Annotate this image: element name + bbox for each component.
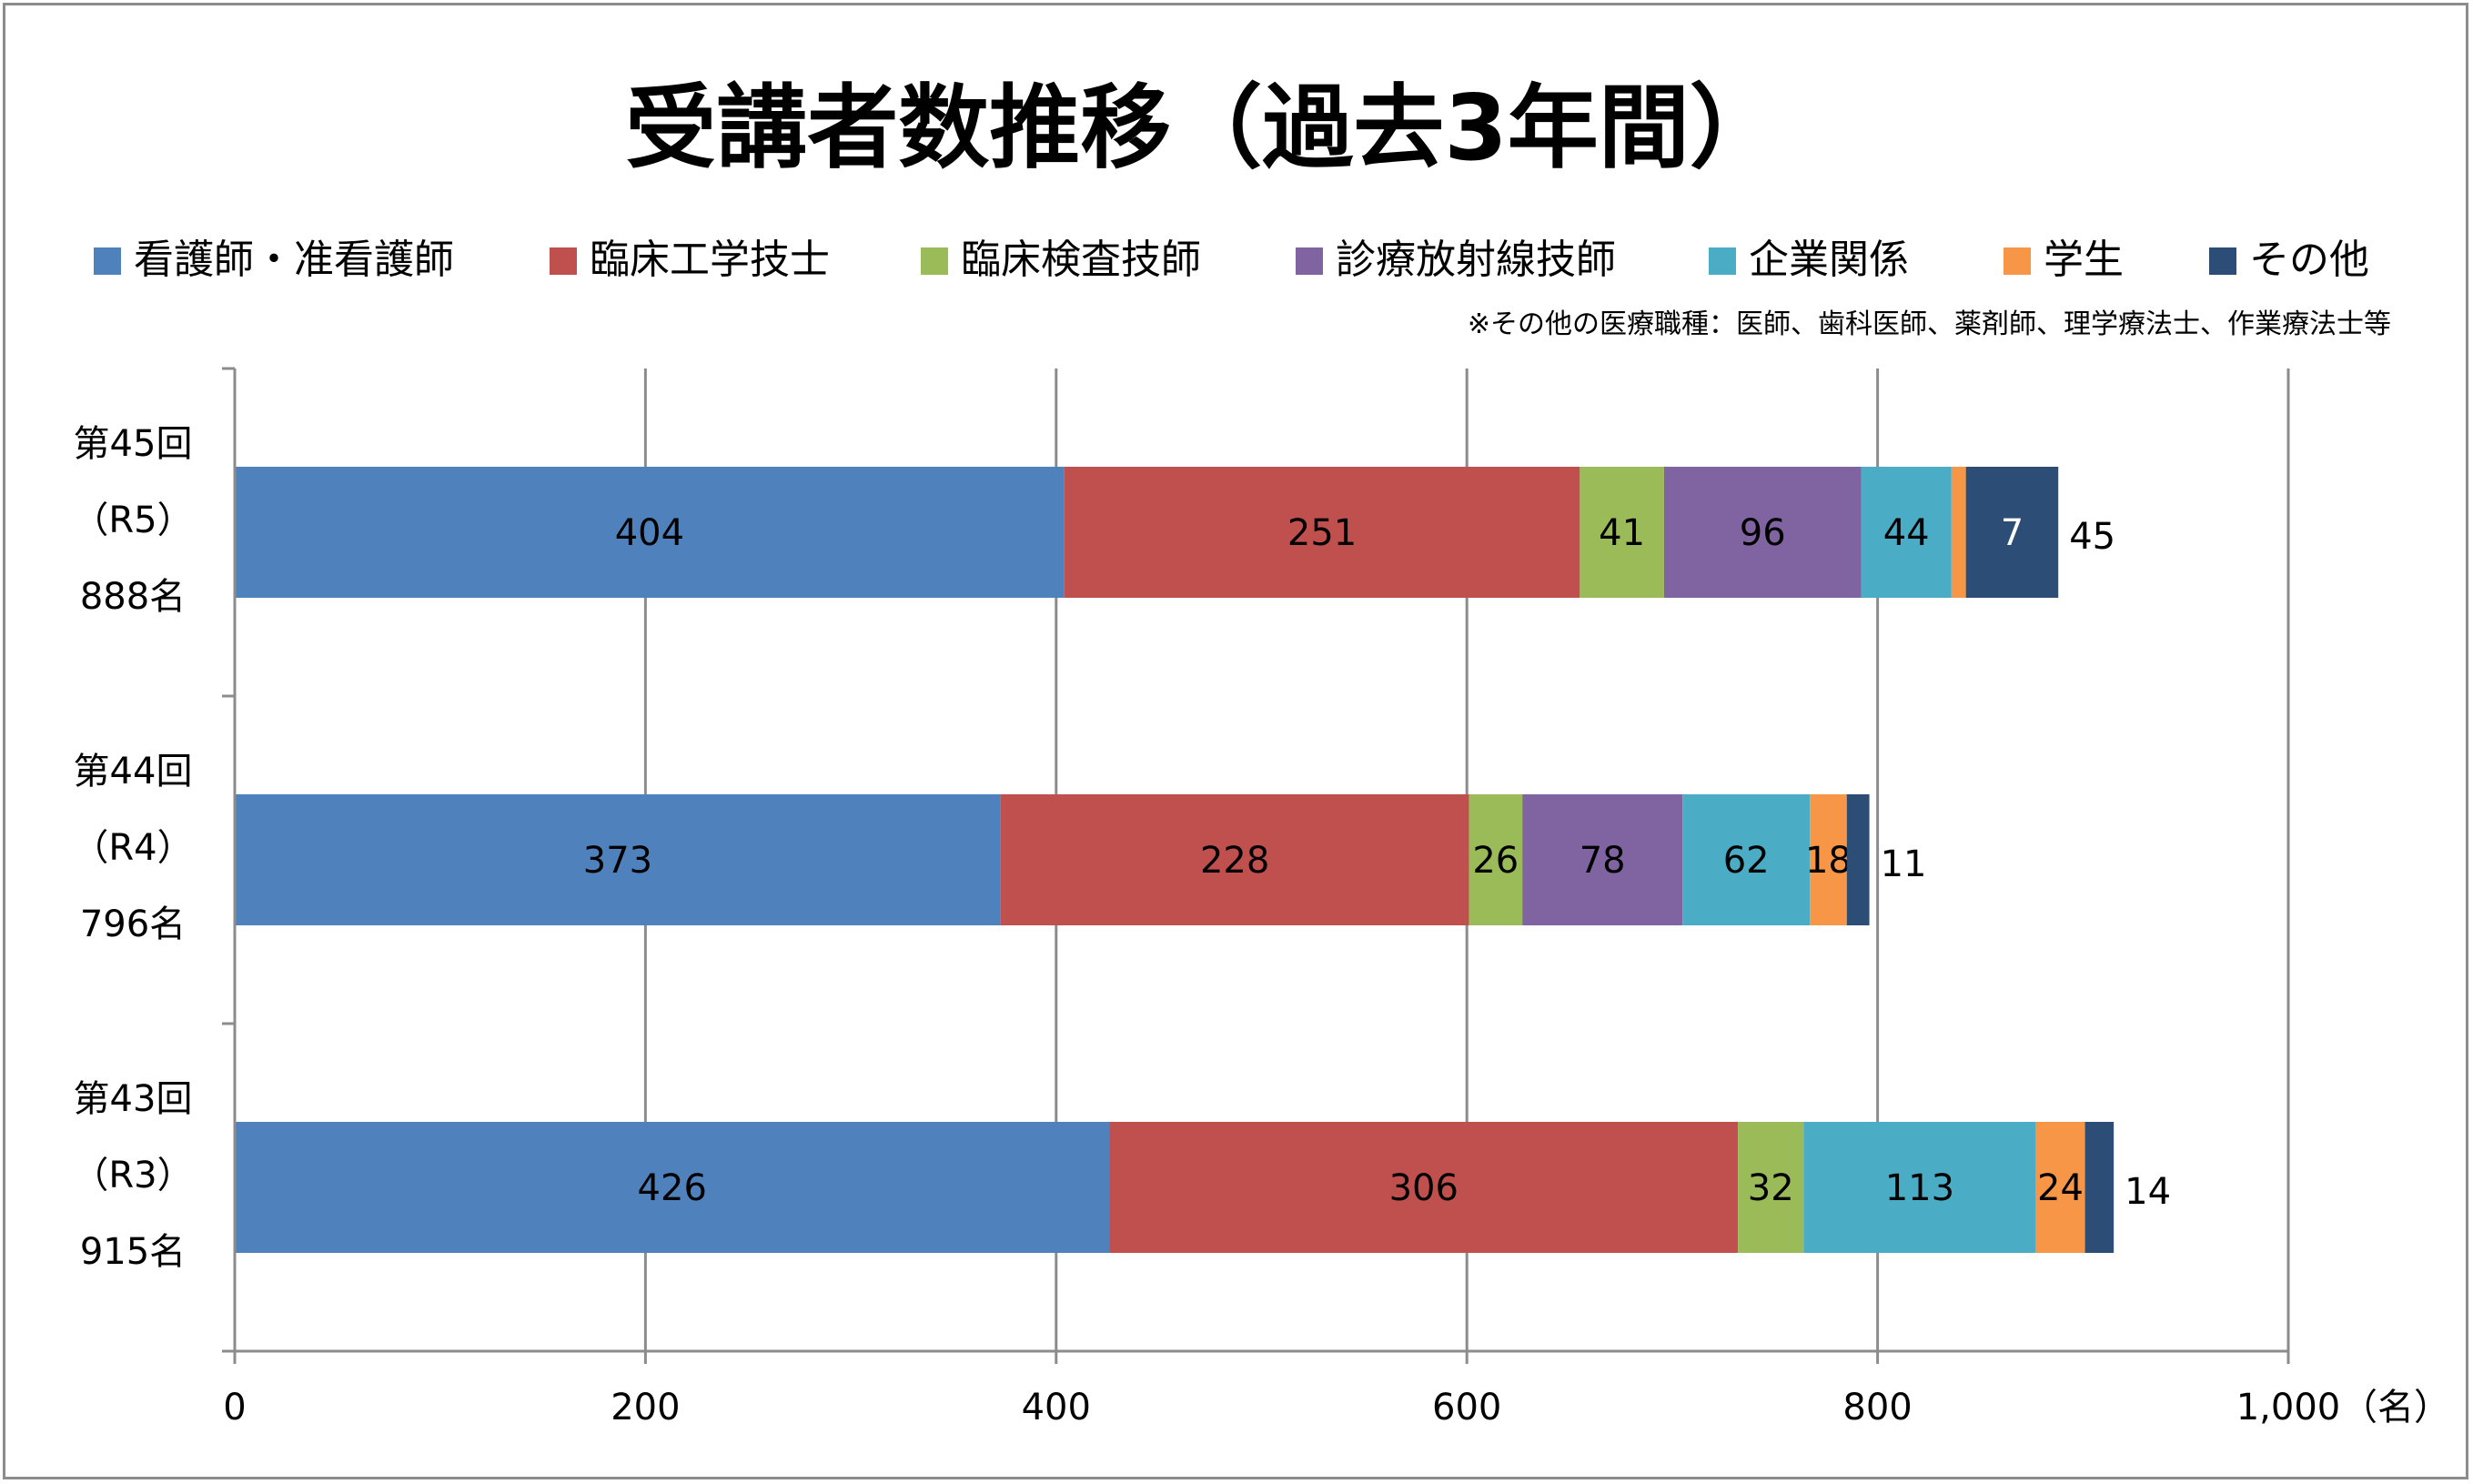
bar-segment	[1682, 794, 1811, 925]
data-label: 41	[1599, 512, 1645, 554]
bar-segment	[1109, 1122, 1739, 1253]
x-tick-label: 1,000	[2236, 1387, 2341, 1428]
axes	[222, 367, 2290, 1364]
data-label: 44	[1883, 512, 1930, 554]
data-label: 32	[1748, 1167, 1794, 1209]
category-label: 888名	[80, 576, 186, 618]
bar-segment	[235, 467, 1065, 598]
legend-swatch	[2004, 247, 2031, 275]
legend-label: 臨床検査技師	[961, 237, 1201, 283]
bar-segment	[1663, 467, 1862, 598]
bar-segment	[235, 1122, 1110, 1253]
data-label: 306	[1389, 1167, 1459, 1209]
bar-segment	[235, 794, 1001, 925]
legend: 看護師・准看護師 臨床工学技士 臨床検査技師 診療放射線技師 企業関係 学生 その他	[94, 237, 2369, 283]
data-label: 24	[2037, 1167, 2084, 1209]
data-label: 228	[1200, 840, 1269, 882]
bar-segment	[1738, 1122, 1804, 1253]
outside-data-label: 45	[2069, 516, 2115, 558]
legend-swatch	[1709, 247, 1736, 275]
bar-segment	[1861, 467, 1952, 598]
data-label: 113	[1885, 1167, 1954, 1209]
legend-label: 看護師・准看護師	[134, 237, 454, 283]
category-label: 第43回	[74, 1078, 193, 1120]
legend-label: その他	[2249, 237, 2369, 283]
bar-segment	[1522, 794, 1683, 925]
x-tick-label: 0	[223, 1387, 246, 1428]
bar-segment	[1951, 467, 1966, 598]
outside-data-label: 14	[2125, 1171, 2171, 1213]
legend-swatch	[1296, 247, 1323, 275]
legend-label: 企業関係	[1749, 237, 1909, 283]
chart-title: 受講者数推移（過去3年間）	[625, 75, 1781, 181]
x-tick-labels: 0 200 400 600 800 1,000 （名）	[223, 1387, 2450, 1428]
bar-segment	[1000, 794, 1469, 925]
bar-segment	[2035, 1122, 2085, 1253]
x-tick-label: 200	[611, 1387, 680, 1428]
data-label: 96	[1740, 512, 1786, 554]
category-label: 796名	[80, 904, 186, 945]
data-label: 18	[1805, 840, 1852, 882]
bar-segment	[1810, 794, 1847, 925]
category-label: （R4）	[72, 827, 193, 869]
data-label: 373	[583, 840, 652, 882]
x-tick-label: 600	[1432, 1387, 1501, 1428]
category-label: （R3）	[72, 1155, 193, 1196]
chart-note: ※その他の医療職種：医師、歯科医師、薬剤師、理学療法士、作業療法士等	[1468, 308, 2391, 340]
category-label: 第45回	[74, 423, 193, 465]
bar-segment	[1580, 467, 1664, 598]
data-label: 7	[2001, 512, 2024, 554]
data-label: 26	[1472, 840, 1519, 882]
bar-segment	[1064, 467, 1580, 598]
x-tick-label: 400	[1022, 1387, 1091, 1428]
bar-segment	[1469, 794, 1523, 925]
legend-label: 学生	[2044, 237, 2124, 283]
x-tick-label: 800	[1842, 1387, 1912, 1428]
legend-label: 診療放射線技師	[1336, 237, 1616, 283]
data-label: 404	[615, 512, 684, 554]
bar-segment	[1965, 467, 2059, 598]
category-label: 第44回	[74, 751, 193, 792]
data-label: 426	[638, 1167, 707, 1209]
bar-segment	[1846, 794, 1870, 925]
bar-segment	[1803, 1122, 2036, 1253]
data-label: 251	[1287, 512, 1357, 554]
legend-swatch	[2209, 247, 2236, 275]
x-unit-label: （名）	[2341, 1387, 2450, 1428]
outside-data-label: 11	[1881, 843, 1927, 885]
data-label: 62	[1723, 840, 1770, 882]
legend-swatch	[921, 247, 948, 275]
legend-swatch	[550, 247, 577, 275]
legend-swatch	[94, 247, 121, 275]
legend-label: 臨床工学技士	[590, 237, 830, 283]
category-label: （R5）	[72, 500, 193, 541]
data-label: 78	[1580, 840, 1626, 882]
bar-segment	[2084, 1122, 2115, 1253]
bars: 404 251 41 96 44 7 45 373 228 26 78 62 18 11 426 306 32 1…	[235, 467, 2171, 1253]
category-label: 915名	[80, 1231, 186, 1273]
